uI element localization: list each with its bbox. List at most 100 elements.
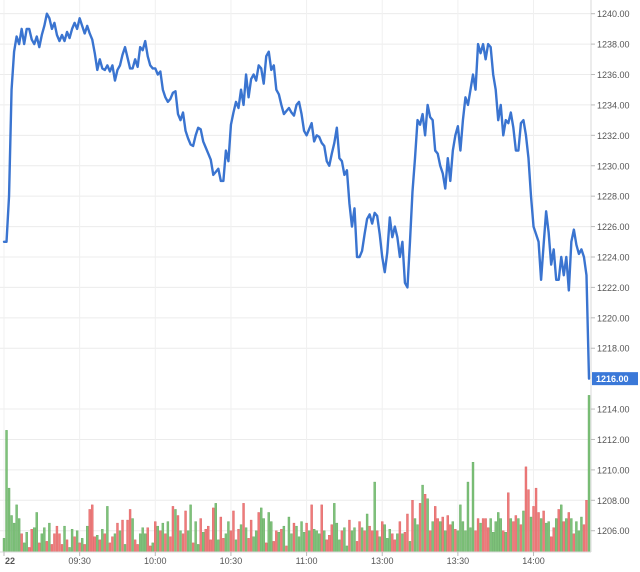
y-axis: 1240.00 1238.00 1236.00 1234.00 1232.00 1230.… [590, 0, 638, 552]
volume-bar-187 [474, 530, 477, 553]
volume-bar-104 [265, 542, 268, 553]
volume-bar-205 [519, 524, 523, 553]
volume-bar-155 [393, 539, 397, 553]
y-tick-label-12: 1214.00 [597, 405, 630, 415]
volume-bar-33 [86, 525, 89, 553]
volume-bar-177 [449, 524, 452, 553]
volume-bar-53 [136, 544, 139, 553]
y-tick-label-8: 1224.00 [597, 252, 630, 262]
volume-bar-207 [524, 466, 528, 553]
volume-bar-164 [416, 524, 419, 553]
x-tick-label-1: 09:30 [68, 556, 91, 566]
volume-bar-224 [567, 512, 571, 553]
volume-bar-154 [391, 533, 394, 553]
volume-bar-201 [509, 518, 513, 553]
volume-bar-181 [459, 504, 462, 553]
volume-bar-89 [227, 521, 230, 553]
volume-bar-128 [325, 539, 328, 553]
volume-bar-182 [461, 521, 465, 553]
volume-bar-113 [287, 516, 291, 553]
y-tick-label-7: 1226.00 [597, 222, 630, 232]
volume-bar-190 [481, 518, 485, 553]
volume-bar-54 [138, 533, 142, 553]
volume-bar-26 [68, 547, 71, 553]
volume-bar-185 [469, 527, 472, 553]
volume-bar-216 [547, 521, 550, 553]
volume-bar-136 [345, 545, 349, 553]
volume-bar-50 [128, 509, 132, 553]
y-tick-label-5: 1230.00 [597, 161, 630, 171]
price-line [2, 12, 591, 380]
volume-bar-152 [386, 538, 389, 553]
volume-bar-5 [15, 504, 18, 553]
last-price-label: 1216.00 [596, 374, 629, 384]
volume-bar-220 [557, 509, 560, 553]
volume-bar-172 [436, 518, 439, 553]
y-tick-label-10: 1220.00 [597, 313, 630, 323]
volume-bar-137 [348, 519, 351, 553]
volume-bar-34 [88, 509, 91, 553]
volume-bar-192 [486, 527, 490, 553]
volume-bar-175 [444, 530, 447, 553]
volume-bar-196 [497, 512, 500, 553]
volume-bar-17 [45, 541, 49, 553]
volume-bar-83 [212, 507, 215, 553]
volume-bar-169 [428, 530, 432, 553]
volume-bar-65 [166, 521, 170, 553]
volume-bar-4 [12, 522, 16, 553]
volume-bar-213 [539, 518, 543, 553]
x-tick-label-0: 22 [5, 556, 15, 566]
volume-bar-229 [580, 516, 583, 553]
volume-bar-18 [48, 522, 51, 553]
volume-bar-68 [174, 509, 177, 553]
volume-bar-222 [562, 521, 565, 553]
volume-bar-160 [406, 513, 409, 553]
x-tick-label-6: 13:30 [447, 556, 470, 566]
volume-bar-180 [456, 530, 460, 553]
volume-bar-141 [358, 521, 361, 553]
volume-bar-158 [401, 533, 404, 553]
volume-bar-146 [370, 530, 374, 553]
volume-bar-144 [365, 513, 369, 553]
volume-bar-45 [116, 522, 119, 553]
volume-bar-228 [577, 530, 581, 553]
volume-bar-221 [560, 504, 563, 553]
volume-bar-215 [544, 522, 548, 553]
x-tick-label-3: 10:30 [220, 556, 243, 566]
volume-bar-117 [297, 536, 301, 553]
volume-bar-133 [338, 539, 341, 553]
volume-bar-111 [282, 525, 286, 553]
volume-bar-203 [514, 515, 518, 553]
volume-bar-42 [108, 542, 112, 553]
volume-bar-58 [149, 545, 152, 553]
volume-bar-71 [181, 533, 185, 553]
volume-bar-31 [80, 538, 84, 553]
volume-bar-35 [91, 504, 94, 553]
volume-bar-165 [418, 503, 422, 553]
volume-bar-110 [280, 528, 283, 553]
volume-bar-41 [106, 506, 109, 553]
volume-bar-188 [476, 518, 480, 553]
volume-bar-116 [295, 525, 298, 553]
volume-bar-157 [398, 521, 402, 553]
volume-bar-38 [98, 539, 102, 553]
volume-bar-75 [191, 542, 195, 553]
volume-bar-195 [494, 521, 497, 553]
volume-bar-150 [381, 521, 384, 553]
volume-bar-214 [542, 510, 545, 553]
volume-bar-13 [35, 512, 38, 553]
volume-bar-210 [532, 506, 535, 553]
volume-bar-98 [249, 519, 253, 553]
volume-bar-151 [383, 524, 386, 553]
volume-bar-80 [204, 528, 207, 553]
volume-bar-173 [439, 521, 442, 553]
volume-bar-125 [318, 533, 321, 553]
volume-bar-209 [529, 516, 533, 553]
volume-bar-73 [186, 530, 190, 553]
volume-bar-179 [454, 528, 457, 553]
x-tick-label-4: 11:00 [296, 556, 318, 566]
volume-bar-74 [189, 504, 192, 553]
volume-bar-123 [312, 528, 316, 553]
volume-bar-63 [161, 522, 165, 553]
volume-bar-147 [373, 481, 376, 553]
